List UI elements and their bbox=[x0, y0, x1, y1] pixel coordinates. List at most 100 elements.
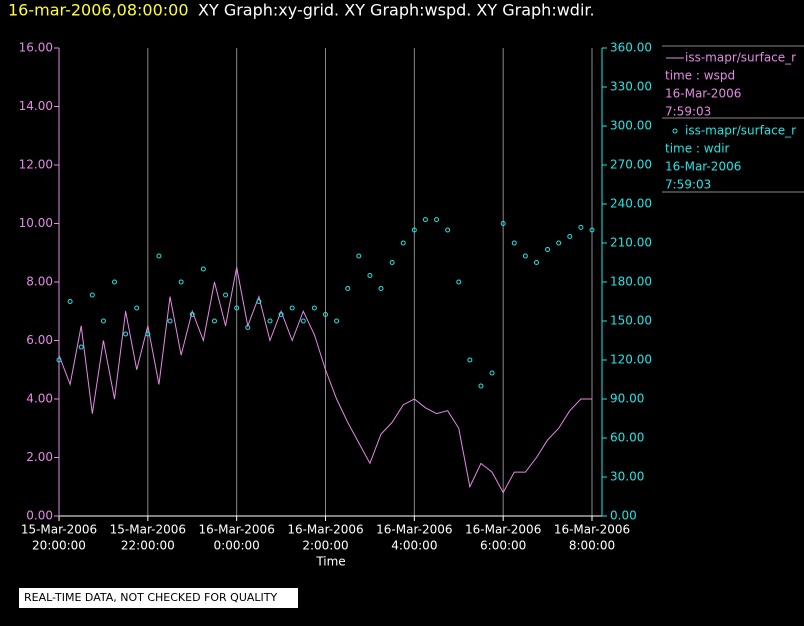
y2-tick-label: 300.00 bbox=[610, 119, 652, 133]
wdir-point bbox=[200, 266, 206, 272]
y-tick-label: 0.00 bbox=[26, 509, 53, 523]
y2-tick-label: 150.00 bbox=[610, 314, 652, 328]
y2-tick-label: 360.00 bbox=[610, 41, 652, 55]
wdir-point bbox=[589, 227, 595, 233]
wdir-point bbox=[145, 331, 151, 337]
y2-tick-label: 90.00 bbox=[610, 392, 644, 406]
y2-tick-label: 270.00 bbox=[610, 158, 652, 172]
wdir-point bbox=[67, 299, 73, 304]
legend-label: iss-mapr/surface_r bbox=[685, 51, 796, 65]
x-tick-label: 2:00:00 bbox=[302, 539, 348, 553]
y-tick-label: 10.00 bbox=[19, 216, 53, 230]
chart-title: XY Graph:xy-grid. XY Graph:wspd. XY Grap… bbox=[198, 1, 595, 20]
y2-tick-label: 120.00 bbox=[610, 353, 652, 367]
x-tick-label: 4:00:00 bbox=[391, 539, 437, 553]
y-tick-label: 4.00 bbox=[26, 392, 53, 406]
wdir-point bbox=[223, 292, 229, 298]
wdir-point bbox=[356, 253, 362, 259]
wdir-point bbox=[56, 357, 62, 363]
wdir-point bbox=[167, 318, 173, 324]
wdir-point bbox=[389, 260, 395, 265]
wdir-point bbox=[456, 279, 462, 285]
wdir-point bbox=[378, 286, 384, 291]
wspd-line bbox=[58, 267, 592, 494]
wdir-point bbox=[178, 279, 184, 285]
wdir-point bbox=[434, 217, 440, 223]
x-axis-label: Time bbox=[315, 555, 345, 569]
x-tick-label: 15-Mar-2006 bbox=[110, 523, 186, 537]
wdir-point bbox=[345, 286, 351, 291]
footer-box bbox=[19, 588, 298, 608]
wdir-point bbox=[556, 240, 562, 246]
wdir-point bbox=[300, 318, 306, 324]
wdir-point bbox=[189, 312, 195, 317]
x-tick-label: 16-Mar-2006 bbox=[287, 523, 363, 537]
wdir-point bbox=[400, 240, 406, 246]
x-tick-label: 20:00:00 bbox=[32, 539, 86, 553]
wdir-point bbox=[289, 305, 295, 311]
y-tick-label: 16.00 bbox=[19, 41, 53, 55]
wdir-point bbox=[478, 383, 484, 389]
wdir-point bbox=[511, 240, 517, 246]
wdir-point bbox=[323, 312, 328, 317]
wdir-point bbox=[445, 227, 451, 233]
wdir-point bbox=[500, 221, 506, 226]
x-tick-label: 6:00:00 bbox=[480, 539, 526, 553]
wdir-point bbox=[89, 292, 95, 298]
y2-tick-label: 210.00 bbox=[610, 236, 652, 250]
x-tick-label: 15-Mar-2006 bbox=[21, 523, 97, 537]
y-tick-label: 12.00 bbox=[19, 158, 53, 172]
wdir-point bbox=[267, 318, 273, 324]
wdir-point bbox=[256, 299, 262, 304]
wdir-point bbox=[78, 344, 84, 350]
y2-tick-label: 0.00 bbox=[610, 509, 637, 523]
y2-tick-label: 60.00 bbox=[610, 431, 644, 445]
x-tick-label: 16-Mar-2006 bbox=[554, 523, 630, 537]
y2-tick-label: 330.00 bbox=[610, 80, 652, 94]
wdir-point bbox=[100, 318, 106, 324]
legend-marker bbox=[672, 128, 678, 134]
wdir-point bbox=[123, 331, 129, 337]
wdir-point bbox=[134, 305, 140, 311]
wdir-point bbox=[467, 357, 473, 363]
wdir-point bbox=[367, 273, 373, 278]
x-tick-label: 16-Mar-2006 bbox=[376, 523, 452, 537]
legend-detail: 16-Mar-2006 bbox=[665, 87, 741, 101]
x-tick-label: 8:00:00 bbox=[569, 539, 615, 553]
y-tick-label: 14.00 bbox=[19, 99, 53, 113]
wdir-point bbox=[422, 217, 428, 223]
wdir-point bbox=[567, 234, 573, 239]
y-tick-label: 2.00 bbox=[26, 450, 53, 464]
wdir-point bbox=[411, 227, 417, 233]
y2-tick-label: 240.00 bbox=[610, 197, 652, 211]
wdir-point bbox=[334, 318, 340, 324]
legend-detail: time : wdir bbox=[665, 142, 730, 156]
wdir-point bbox=[245, 325, 251, 330]
x-tick-label: 0:00:00 bbox=[214, 539, 260, 553]
y2-tick-label: 180.00 bbox=[610, 275, 652, 289]
wdir-point bbox=[522, 253, 528, 259]
wdir-point bbox=[156, 253, 162, 259]
legend-detail: 16-Mar-2006 bbox=[665, 160, 741, 174]
wdir-point bbox=[533, 260, 539, 265]
x-tick-label: 16-Mar-2006 bbox=[465, 523, 541, 537]
legend-label: iss-mapr/surface_r bbox=[685, 124, 796, 138]
x-tick-label: 22:00:00 bbox=[121, 539, 175, 553]
y-tick-label: 6.00 bbox=[26, 333, 53, 347]
wdir-point bbox=[311, 305, 317, 311]
title-time: 16-mar-2006,08:00:00 bbox=[8, 1, 189, 20]
wdir-point bbox=[211, 318, 217, 324]
footer: REAL-TIME DATA, NOT CHECKED FOR QUALITY bbox=[24, 591, 278, 604]
legend-detail: time : wspd bbox=[665, 69, 735, 83]
wdir-point bbox=[234, 305, 240, 311]
x-tick-label: 16-Mar-2006 bbox=[198, 523, 274, 537]
wdir-point bbox=[112, 279, 118, 285]
y2-tick-label: 30.00 bbox=[610, 470, 644, 484]
wdir-point bbox=[278, 312, 284, 317]
y-tick-label: 8.00 bbox=[26, 275, 53, 289]
wdir-point bbox=[578, 224, 584, 230]
legend-detail: 7:59:03 bbox=[665, 178, 711, 192]
wdir-point bbox=[489, 370, 495, 376]
legend-detail: 7:59:03 bbox=[665, 105, 711, 119]
